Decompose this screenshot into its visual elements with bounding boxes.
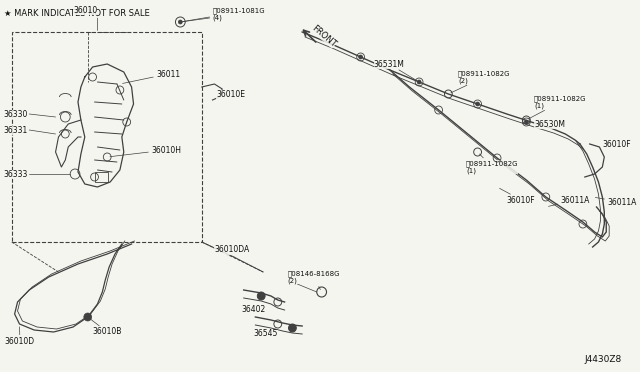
Text: Ⓠ08911-1082G
(2): Ⓠ08911-1082G (2)	[451, 70, 511, 93]
Text: 36333: 36333	[3, 170, 28, 179]
Text: 36010D: 36010D	[5, 327, 35, 346]
Text: 36010H: 36010H	[110, 145, 181, 157]
Text: 36010F: 36010F	[500, 188, 536, 205]
Text: 36402: 36402	[242, 305, 266, 314]
Text: 36010E: 36010E	[216, 90, 245, 99]
Circle shape	[476, 102, 479, 106]
Text: 36010DA: 36010DA	[214, 246, 250, 254]
Text: 36010B: 36010B	[90, 319, 122, 337]
Text: Ⓠ08911-1082G
(1): Ⓠ08911-1082G (1)	[529, 95, 587, 119]
Text: 36010F: 36010F	[602, 140, 631, 148]
Text: 36531M: 36531M	[374, 60, 417, 81]
Text: 36331: 36331	[3, 125, 27, 135]
Text: ★ MARK INDICATES NOT FOR SALE: ★ MARK INDICATES NOT FOR SALE	[4, 9, 150, 18]
Text: 36330: 36330	[3, 109, 28, 119]
Circle shape	[179, 20, 182, 24]
Circle shape	[417, 80, 421, 84]
Circle shape	[84, 313, 92, 321]
Text: Ⓠ08911-1081G
(4): Ⓠ08911-1081G (4)	[183, 7, 265, 22]
Text: Ⓜ08146-8168G
(2): Ⓜ08146-8168G (2)	[287, 270, 340, 289]
Circle shape	[524, 120, 528, 124]
Text: J4430Z8: J4430Z8	[585, 355, 622, 364]
Text: 36011: 36011	[123, 70, 180, 83]
Text: 36010: 36010	[73, 6, 97, 15]
Text: Ⓠ08911-1082G
(1): Ⓠ08911-1082G (1)	[466, 154, 518, 174]
Circle shape	[257, 292, 265, 300]
Bar	[95, 172, 108, 182]
Text: FRONT: FRONT	[310, 23, 338, 49]
Text: 36545: 36545	[253, 330, 278, 339]
Circle shape	[358, 55, 363, 59]
Text: 36011A: 36011A	[548, 196, 590, 206]
Text: 36011A: 36011A	[595, 198, 637, 206]
Bar	[12, 32, 202, 242]
Circle shape	[289, 324, 296, 332]
Text: 36530M: 36530M	[534, 119, 565, 128]
